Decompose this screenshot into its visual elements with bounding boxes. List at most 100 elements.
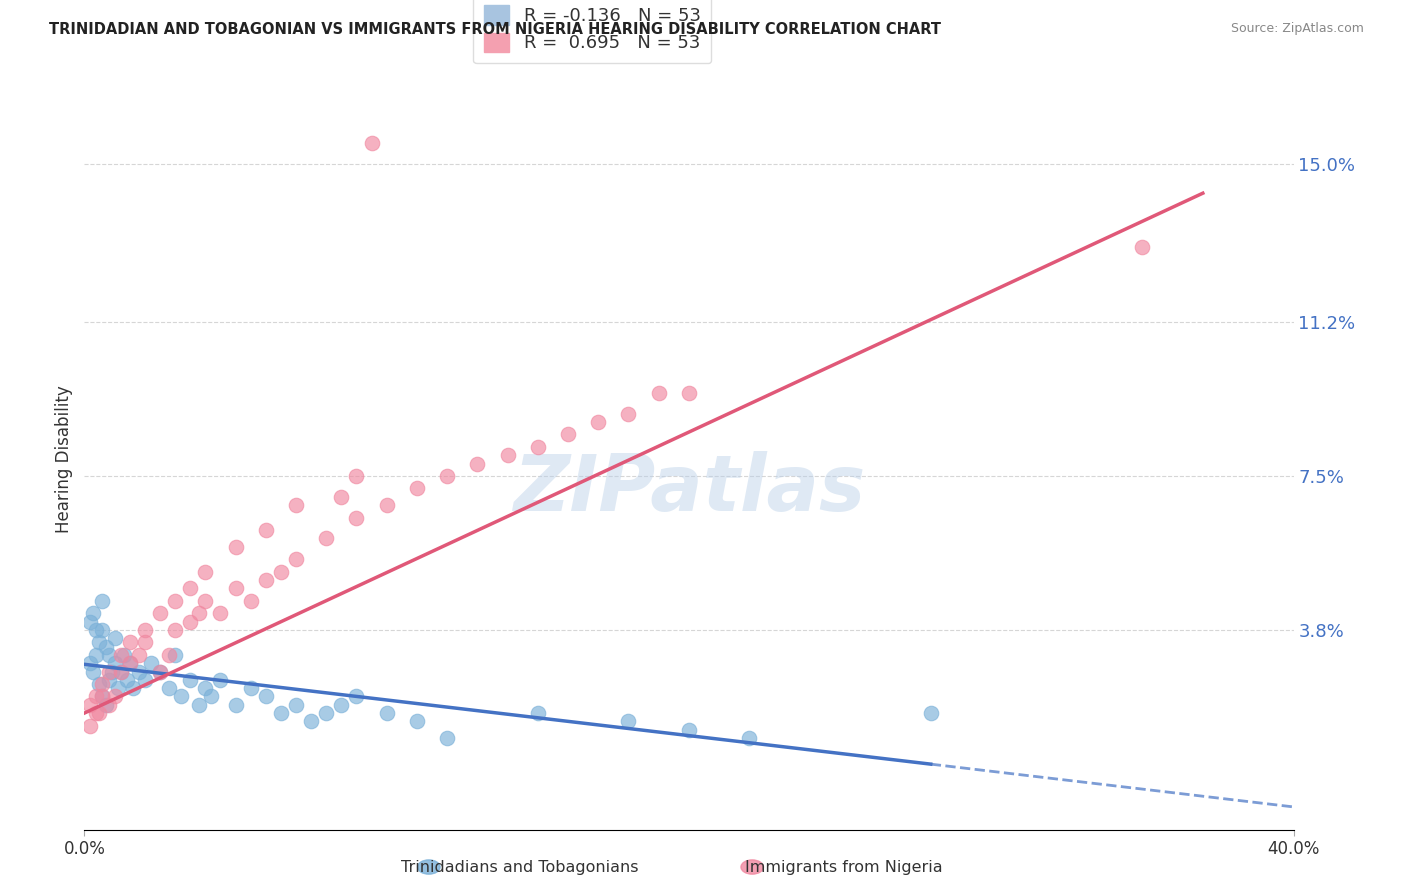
Point — [239, 594, 262, 608]
Point — [97, 673, 120, 687]
Point — [588, 415, 610, 429]
Point — [330, 490, 353, 504]
Point — [91, 623, 114, 637]
Point — [104, 656, 127, 670]
Text: Trinidadians and Tobagonians: Trinidadians and Tobagonians — [402, 860, 638, 874]
Point — [254, 573, 277, 587]
Point — [110, 648, 132, 662]
Point — [179, 615, 201, 629]
Point — [79, 656, 101, 670]
Point — [225, 540, 247, 554]
Point — [254, 690, 277, 704]
Point — [315, 706, 337, 720]
Point — [920, 706, 942, 720]
Point — [104, 690, 127, 704]
Point — [254, 523, 277, 537]
Point — [360, 136, 382, 151]
Point — [89, 635, 111, 649]
Point — [118, 656, 141, 670]
Point — [91, 594, 114, 608]
Point — [179, 673, 201, 687]
Point — [188, 607, 211, 621]
Y-axis label: Hearing Disability: Hearing Disability — [55, 385, 73, 533]
Point — [115, 673, 138, 687]
Point — [270, 565, 292, 579]
Point — [89, 677, 111, 691]
Point — [110, 665, 132, 679]
Text: ZIPatlas: ZIPatlas — [513, 451, 865, 527]
Point — [496, 448, 519, 462]
Point — [97, 665, 120, 679]
Point — [134, 673, 156, 687]
Point — [346, 690, 368, 704]
Point — [617, 714, 640, 729]
Point — [94, 640, 117, 654]
Point — [209, 673, 232, 687]
Point — [330, 698, 353, 712]
Point — [97, 648, 120, 662]
Legend: R = -0.136   N = 53, R =  0.695   N = 53: R = -0.136 N = 53, R = 0.695 N = 53 — [472, 0, 711, 63]
Point — [82, 665, 104, 679]
Point — [406, 714, 429, 729]
Point — [299, 714, 322, 729]
Point — [436, 469, 458, 483]
Point — [86, 706, 108, 720]
Point — [648, 385, 671, 400]
Point — [100, 665, 122, 679]
Point — [170, 690, 193, 704]
Point — [188, 698, 211, 712]
Point — [346, 510, 368, 524]
Point — [91, 690, 114, 704]
Point — [225, 698, 247, 712]
Point — [375, 706, 398, 720]
Point — [157, 681, 180, 695]
Point — [557, 427, 579, 442]
Point — [200, 690, 222, 704]
Point — [110, 665, 132, 679]
Point — [104, 632, 127, 646]
Point — [86, 690, 108, 704]
Point — [179, 582, 201, 596]
Point — [107, 681, 129, 695]
Point — [82, 607, 104, 621]
Point — [1130, 240, 1153, 254]
Point — [79, 718, 101, 732]
Point — [79, 698, 101, 712]
Text: Source: ZipAtlas.com: Source: ZipAtlas.com — [1230, 22, 1364, 36]
Point — [285, 698, 308, 712]
Text: TRINIDADIAN AND TOBAGONIAN VS IMMIGRANTS FROM NIGERIA HEARING DISABILITY CORRELA: TRINIDADIAN AND TOBAGONIAN VS IMMIGRANTS… — [49, 22, 941, 37]
Point — [149, 665, 172, 679]
Point — [157, 648, 180, 662]
Text: Immigrants from Nigeria: Immigrants from Nigeria — [745, 860, 942, 874]
Point — [527, 706, 550, 720]
Point — [225, 582, 247, 596]
Point — [118, 656, 141, 670]
Point — [194, 681, 217, 695]
Point — [194, 565, 217, 579]
Point — [86, 648, 108, 662]
Point — [467, 457, 489, 471]
Point — [165, 623, 187, 637]
Point — [315, 532, 337, 546]
Point — [91, 677, 114, 691]
Point — [194, 594, 217, 608]
Point — [91, 690, 114, 704]
Point — [346, 469, 368, 483]
Point — [118, 635, 141, 649]
Point — [121, 681, 143, 695]
Point — [149, 607, 172, 621]
Point — [617, 407, 640, 421]
Point — [112, 648, 135, 662]
Point — [79, 615, 101, 629]
Point — [128, 648, 150, 662]
Point — [678, 385, 700, 400]
Point — [285, 498, 308, 512]
Point — [375, 498, 398, 512]
Point — [165, 594, 187, 608]
Point — [139, 656, 162, 670]
Point — [94, 698, 117, 712]
Point — [128, 665, 150, 679]
Point — [436, 731, 458, 745]
Point — [285, 552, 308, 566]
Point — [134, 635, 156, 649]
